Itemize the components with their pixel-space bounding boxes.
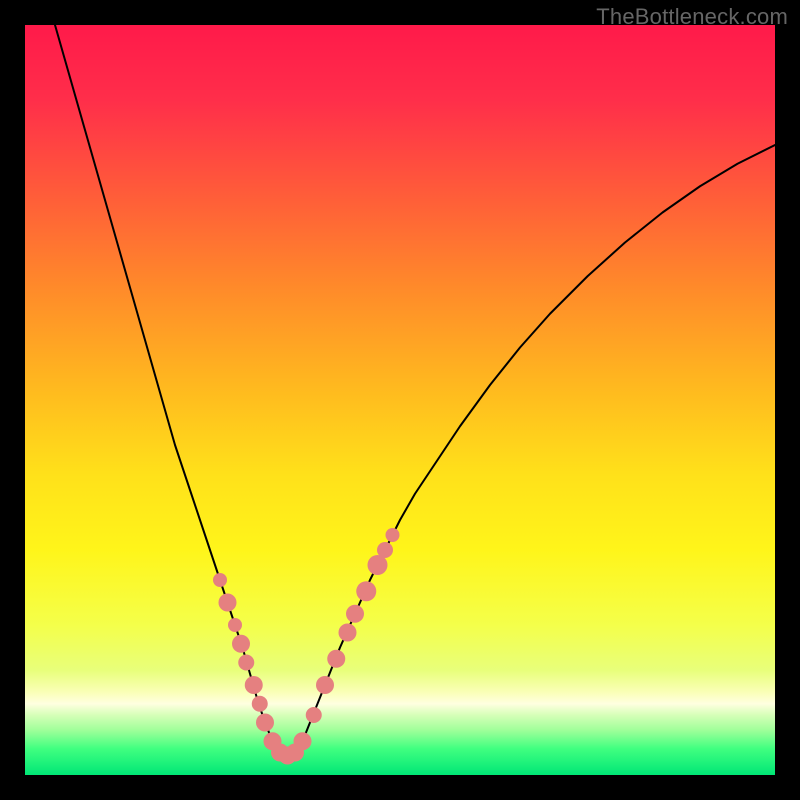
data-point: [386, 528, 400, 542]
data-point: [316, 676, 334, 694]
data-point: [346, 605, 364, 623]
data-point: [306, 707, 322, 723]
watermark-text: TheBottleneck.com: [596, 4, 788, 30]
data-point: [294, 732, 312, 750]
data-point: [245, 676, 263, 694]
data-point: [256, 714, 274, 732]
data-point: [339, 624, 357, 642]
data-point: [356, 581, 376, 601]
bottleneck-chart: [25, 25, 775, 775]
data-point: [228, 618, 242, 632]
data-point: [232, 635, 250, 653]
gradient-background: [25, 25, 775, 775]
data-point: [219, 594, 237, 612]
data-point: [252, 696, 268, 712]
data-point: [213, 573, 227, 587]
data-point: [327, 650, 345, 668]
data-point: [377, 542, 393, 558]
data-point: [368, 555, 388, 575]
data-point: [238, 655, 254, 671]
